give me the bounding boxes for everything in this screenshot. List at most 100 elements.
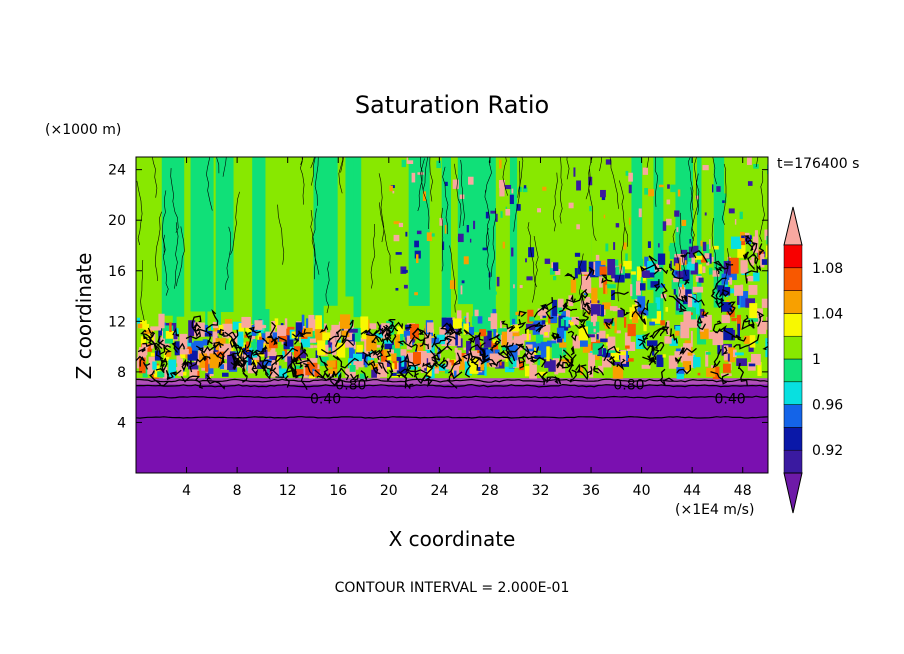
contour-line [679, 304, 688, 313]
field-cell [207, 364, 214, 374]
field-cell [628, 184, 632, 194]
contour-line [159, 346, 172, 356]
field-streak [313, 157, 324, 345]
field-cell [693, 299, 700, 315]
field-cell [529, 364, 537, 379]
field-cell [395, 252, 402, 255]
field-cell [269, 339, 278, 349]
field-cell [203, 330, 213, 337]
field-cell [669, 338, 678, 346]
contour-line [360, 370, 369, 382]
field-cell [704, 253, 710, 259]
field-cell [579, 365, 584, 376]
contour-line [218, 347, 230, 369]
field-cell [276, 368, 287, 378]
field-cell [143, 323, 150, 331]
contour-line [171, 341, 185, 353]
field-cell [657, 253, 666, 265]
contour-line [222, 157, 227, 177]
contour-line [446, 376, 458, 389]
colorbar-swatch [783, 244, 803, 269]
field-streak [366, 157, 380, 327]
contour-line [255, 344, 268, 355]
contour-line [159, 356, 168, 374]
field-cell [747, 362, 756, 371]
field-cell [590, 304, 602, 316]
field-cell [345, 368, 350, 378]
field-cell [454, 370, 457, 378]
contour-line [142, 361, 151, 370]
field-cell [216, 359, 220, 365]
field-cell [332, 342, 337, 356]
contour-line [429, 350, 441, 364]
contour-line [170, 168, 179, 234]
field-cell [267, 344, 276, 356]
contour-line [534, 372, 546, 386]
field-cell [499, 361, 502, 366]
field-cell [636, 266, 646, 281]
field-cell [282, 351, 285, 360]
field-cell [510, 325, 520, 332]
field-cell [689, 238, 692, 244]
field-cell [705, 352, 711, 355]
contour-line [711, 217, 719, 290]
field-cell [722, 363, 731, 373]
field-cell [656, 354, 664, 368]
field-cell [606, 350, 617, 353]
field-cell [466, 312, 469, 329]
field-cell [688, 246, 694, 258]
field-cell [407, 352, 415, 358]
colorbar-swatch [783, 404, 803, 428]
contour-line [712, 320, 722, 334]
field-cell [619, 263, 622, 270]
field-cell [427, 322, 434, 333]
contour-line [195, 345, 207, 362]
field-cell [736, 314, 741, 331]
field-cell [600, 304, 604, 317]
field-cell [401, 159, 407, 168]
field-cell [600, 189, 606, 198]
contour-line [756, 311, 765, 327]
field-cell [593, 314, 598, 327]
field-cell [673, 288, 676, 295]
field-cell [544, 358, 552, 368]
contour-line [277, 335, 288, 347]
contour-line [262, 357, 269, 376]
contour-line [449, 245, 458, 313]
field-cell [658, 243, 660, 248]
field-cell [405, 328, 409, 333]
field-cell [698, 277, 704, 283]
field-cell [295, 369, 304, 376]
field-cell [716, 186, 721, 192]
contour-line [291, 355, 302, 377]
field-cell [765, 338, 768, 355]
field-cell [749, 335, 756, 348]
contour-line [404, 353, 417, 378]
field-cell [444, 224, 447, 234]
contour-line [674, 356, 683, 364]
field-cell [570, 279, 577, 293]
field-cell [307, 362, 318, 369]
contour-line [447, 323, 454, 336]
field-cell [165, 350, 172, 357]
field-cell [670, 260, 672, 271]
field-cell [393, 234, 400, 242]
field-cell [642, 167, 649, 175]
field-cell [693, 357, 701, 368]
contour-line [469, 356, 481, 371]
colorbar-swatch [783, 449, 803, 474]
field-cell [569, 321, 574, 326]
contour-line [676, 364, 692, 375]
field-cell [625, 345, 630, 349]
contour-line [230, 358, 247, 377]
contour-line [564, 272, 576, 281]
field-cell [416, 230, 422, 235]
field-cell [391, 374, 402, 378]
field-cell [710, 256, 714, 262]
field-cell [761, 298, 768, 308]
field-cell [625, 253, 628, 266]
field-cell [495, 291, 497, 295]
field-cell [511, 188, 514, 194]
field-cell [737, 245, 746, 258]
